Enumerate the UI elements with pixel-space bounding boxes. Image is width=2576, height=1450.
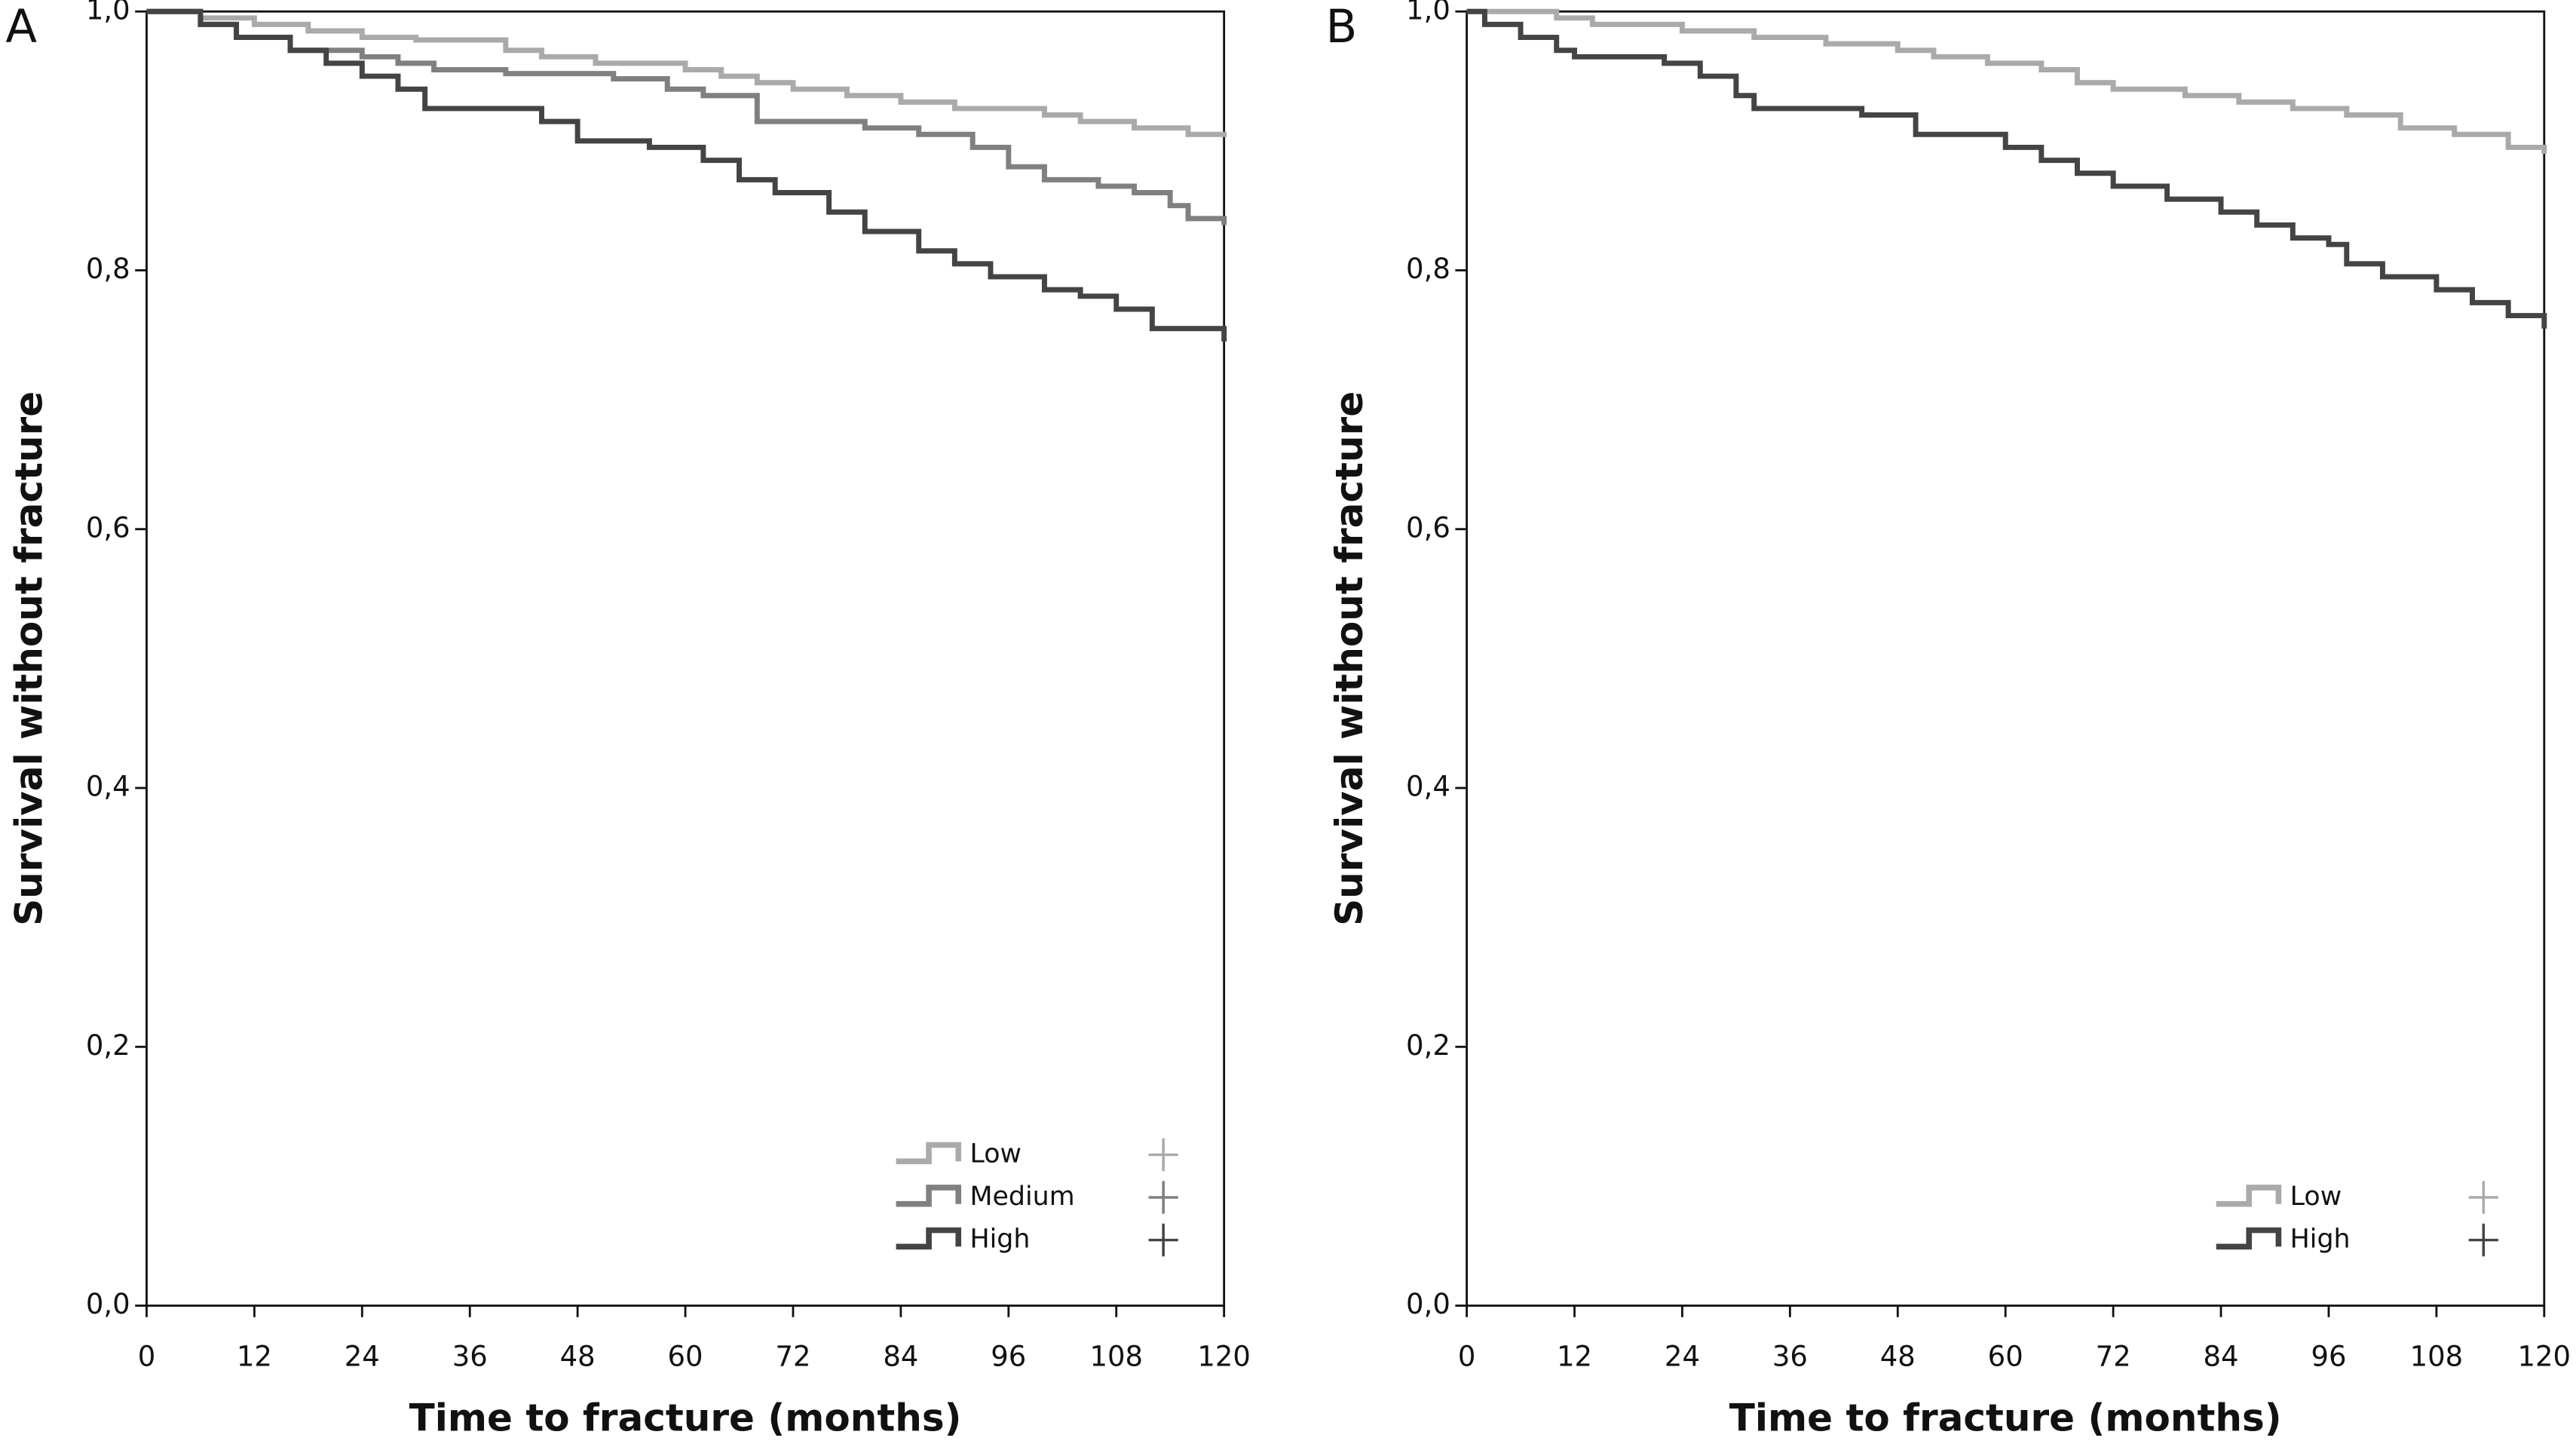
legend-censor-symbol: [2468, 1181, 2498, 1214]
legend-swatch: [896, 1185, 962, 1207]
x-tick-label: 36: [1772, 1341, 1808, 1373]
legend-censor-symbol: [1148, 1223, 1178, 1257]
x-tick-label: 24: [1665, 1341, 1700, 1373]
panel-label: B: [1326, 0, 1358, 54]
y-tick-label: 0,6: [86, 511, 130, 544]
y-tick-label: 0,0: [86, 1288, 130, 1320]
y-tick-label: 0,0: [1406, 1288, 1450, 1320]
survival-curve: [1466, 8, 2547, 155]
x-tick-label: 72: [775, 1341, 810, 1373]
legend-censor-symbol: [1148, 1138, 1178, 1172]
y-tick-label: 1,0: [1406, 0, 1450, 26]
x-tick-label: 24: [345, 1341, 380, 1373]
x-tick-label: 12: [237, 1341, 272, 1373]
legend-swatch: [2216, 1185, 2282, 1207]
x-tick-label: 0: [138, 1341, 156, 1373]
y-axis-title: Survival without fracture: [8, 391, 51, 926]
x-tick-label: 60: [1988, 1341, 2023, 1373]
y-tick-label: 0,6: [1406, 511, 1450, 544]
legend-censor-symbol: [1148, 1181, 1178, 1214]
legend-label: High: [969, 1225, 1030, 1255]
x-tick-label: 108: [1089, 1341, 1143, 1373]
y-tick-label: 0,4: [1406, 771, 1450, 803]
x-tick-label: 96: [2311, 1341, 2346, 1373]
survival-curve: [146, 8, 1227, 137]
plot-frame: [1466, 10, 2546, 1307]
legend-label: High: [2290, 1225, 2351, 1255]
plot-frame: [145, 10, 1226, 1307]
y-tick-label: 0,2: [1406, 1029, 1450, 1062]
legend-swatch: [896, 1142, 962, 1164]
y-tick-label: 0,8: [86, 253, 130, 285]
y-tick-label: 0,2: [86, 1029, 130, 1062]
x-tick-label: 120: [1197, 1341, 1251, 1373]
x-tick-label: 96: [991, 1341, 1026, 1373]
legend-label: Low: [2290, 1182, 2342, 1212]
legend-swatch: [2216, 1227, 2282, 1250]
x-axis-title: Time to fracture (months): [1729, 1396, 2282, 1439]
survival-curve: [146, 8, 1227, 225]
legend-censor-symbol: [2468, 1223, 2498, 1257]
legend-swatch: [896, 1227, 962, 1250]
x-tick-label: 108: [2410, 1341, 2464, 1373]
x-tick-label: 72: [2096, 1341, 2131, 1373]
x-tick-label: 48: [1880, 1341, 1916, 1373]
y-tick-label: 1,0: [86, 0, 130, 26]
x-tick-label: 84: [883, 1341, 918, 1373]
survival-curve: [146, 8, 1227, 342]
legend-label: Medium: [969, 1182, 1074, 1212]
survival-curve: [1466, 8, 2547, 329]
x-axis-title: Time to fracture (months): [409, 1396, 962, 1439]
y-axis-title: Survival without fracture: [1328, 391, 1371, 926]
x-tick-label: 36: [452, 1341, 488, 1373]
x-tick-label: 84: [2204, 1341, 2239, 1373]
x-tick-label: 0: [1458, 1341, 1476, 1373]
x-tick-label: 48: [560, 1341, 596, 1373]
y-tick-label: 0,4: [86, 771, 130, 803]
x-tick-label: 60: [668, 1341, 703, 1373]
panel-label: A: [5, 0, 37, 54]
x-tick-label: 120: [2518, 1341, 2571, 1373]
x-tick-label: 12: [1557, 1341, 1592, 1373]
y-tick-label: 0,8: [1406, 253, 1450, 285]
legend-label: Low: [969, 1139, 1022, 1169]
